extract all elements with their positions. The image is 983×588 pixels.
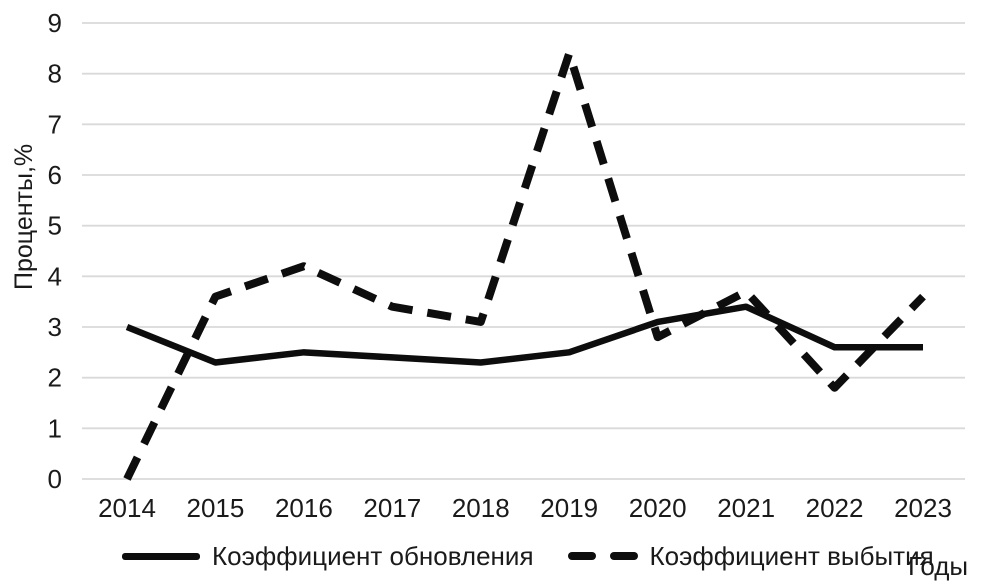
y-tick-label: 7	[48, 109, 62, 139]
y-tick-label: 5	[48, 211, 62, 241]
x-tick-label: 2014	[98, 493, 156, 523]
dash-segment	[609, 552, 638, 560]
legend-item-renewal: Коэффициент обновления	[122, 541, 534, 572]
series-line-solid	[125, 303, 923, 366]
y-tick-label: 6	[48, 160, 62, 190]
x-tick-label: 2021	[717, 493, 775, 523]
x-tick-label: 2020	[629, 493, 687, 523]
y-tick-label: 1	[48, 413, 62, 443]
x-tick-label: 2017	[363, 493, 421, 523]
y-tick-label: 3	[48, 312, 62, 342]
series-line-dashed	[123, 49, 926, 481]
x-tick-label: 2023	[894, 493, 952, 523]
x-tick-label: 2015	[187, 493, 245, 523]
solid-line-sample	[122, 552, 200, 560]
x-tick-label: 2018	[452, 493, 510, 523]
plot-area: 0 1 2 3 4 5 6 7 8 9 2014 2015 2016 2017 2018 2019 2020 20…	[48, 8, 965, 523]
x-tick-label: 2016	[275, 493, 333, 523]
y-tick-label: 8	[48, 59, 62, 89]
y-axis-title: Проценты,%	[10, 143, 38, 290]
x-axis-title: Годы	[908, 551, 969, 581]
y-tick-label: 0	[48, 464, 62, 494]
legend-label-retirement: Коэффициент выбытия	[649, 540, 934, 571]
y-tick-label: 9	[48, 8, 62, 38]
legend-label-renewal: Коэффициент обновления	[212, 540, 534, 571]
dashed-line-sample	[567, 552, 638, 560]
x-tick-label: 2022	[806, 493, 864, 523]
legend: Коэффициент обновления Коэффициент выбыт…	[122, 540, 934, 572]
dash-segment	[567, 552, 596, 560]
legend-item-retirement: Коэффициент выбытия	[567, 540, 934, 572]
x-tick-label: 2019	[540, 493, 598, 523]
y-tick-label: 4	[48, 261, 62, 291]
y-tick-label: 2	[48, 363, 62, 393]
